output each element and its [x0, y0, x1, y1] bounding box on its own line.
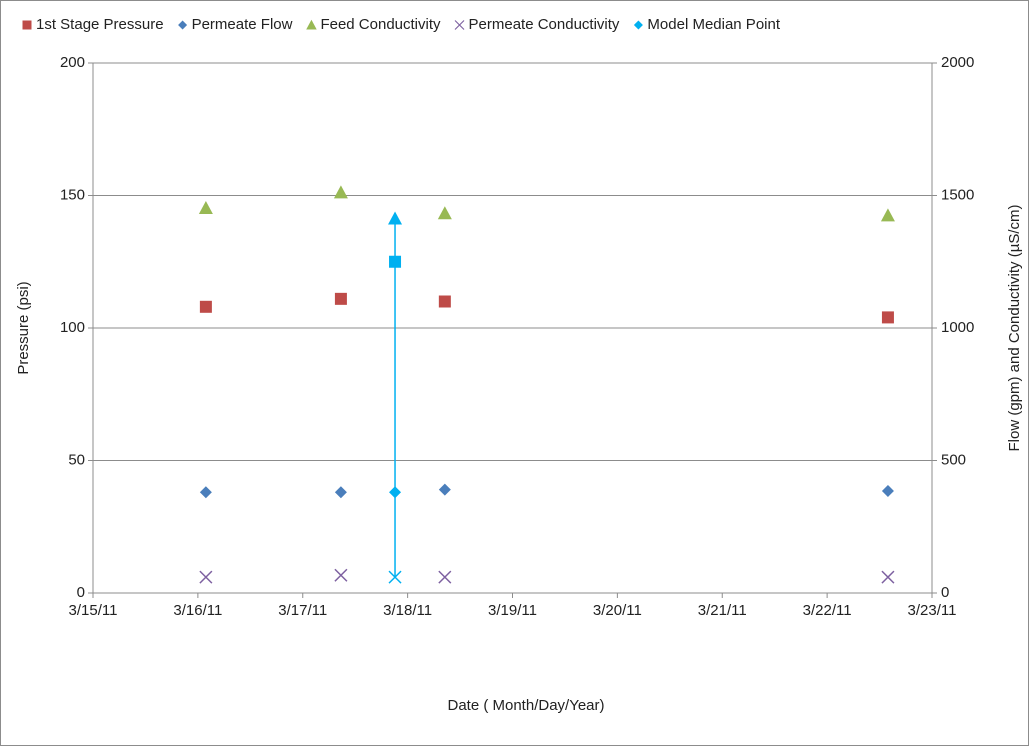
- y2-tick-label: 0: [941, 584, 949, 601]
- point: [438, 483, 451, 496]
- x-tick-label: 3/22/11: [803, 602, 852, 619]
- legend-marker: [306, 19, 317, 30]
- point: [334, 568, 348, 582]
- y-tick-label: 150: [60, 186, 85, 203]
- y2-tick-label: 500: [941, 451, 966, 468]
- x-axis-label: Date ( Month/Day/Year): [447, 697, 604, 714]
- y-tick-label: 200: [60, 54, 85, 71]
- point: [438, 570, 452, 584]
- point: [199, 486, 212, 499]
- median-point: [389, 255, 402, 268]
- point: [199, 300, 212, 313]
- y-tick-label: 0: [77, 584, 85, 601]
- x-tick-label: 3/18/11: [383, 602, 432, 619]
- legend-label: 1st Stage Pressure: [36, 16, 164, 33]
- legend-label: Permeate Conductivity: [469, 16, 620, 33]
- x-tick-label: 3/19/11: [488, 602, 537, 619]
- legend-label: Permeate Flow: [192, 16, 293, 33]
- legend-marker: [178, 20, 188, 30]
- point: [438, 295, 451, 308]
- median-point: [389, 486, 402, 499]
- x-tick-label: 3/20/11: [593, 602, 642, 619]
- x-tick-label: 3/23/11: [908, 602, 957, 619]
- x-tick-label: 3/16/11: [173, 602, 222, 619]
- median-point: [388, 211, 403, 225]
- y2-tick-label: 1000: [941, 319, 974, 336]
- median-point: [388, 570, 402, 584]
- legend-marker: [633, 20, 643, 30]
- legend-label: Model Median Point: [647, 16, 780, 33]
- y-tick-label: 50: [68, 451, 85, 468]
- legend-marker: [22, 20, 32, 30]
- point: [334, 486, 347, 499]
- point: [198, 200, 213, 214]
- x-tick-label: 3/15/11: [69, 602, 118, 619]
- x-tick-label: 3/17/11: [278, 602, 327, 619]
- point: [881, 570, 895, 584]
- point: [333, 185, 348, 199]
- point: [881, 484, 894, 497]
- legend-marker: [454, 20, 465, 30]
- point: [199, 570, 213, 584]
- point: [881, 311, 894, 324]
- y2-axis-label: Flow (gpm) and Conductivity (µS/cm): [1006, 204, 1023, 451]
- y-axis-label: Pressure (psi): [15, 281, 32, 374]
- legend-label: Feed Conductivity: [320, 16, 441, 33]
- x-tick-label: 3/21/11: [698, 602, 747, 619]
- point: [334, 292, 347, 305]
- point: [880, 208, 895, 222]
- y2-tick-label: 2000: [941, 54, 974, 71]
- y2-tick-label: 1500: [941, 186, 974, 203]
- y-tick-label: 100: [60, 319, 85, 336]
- point: [437, 206, 452, 220]
